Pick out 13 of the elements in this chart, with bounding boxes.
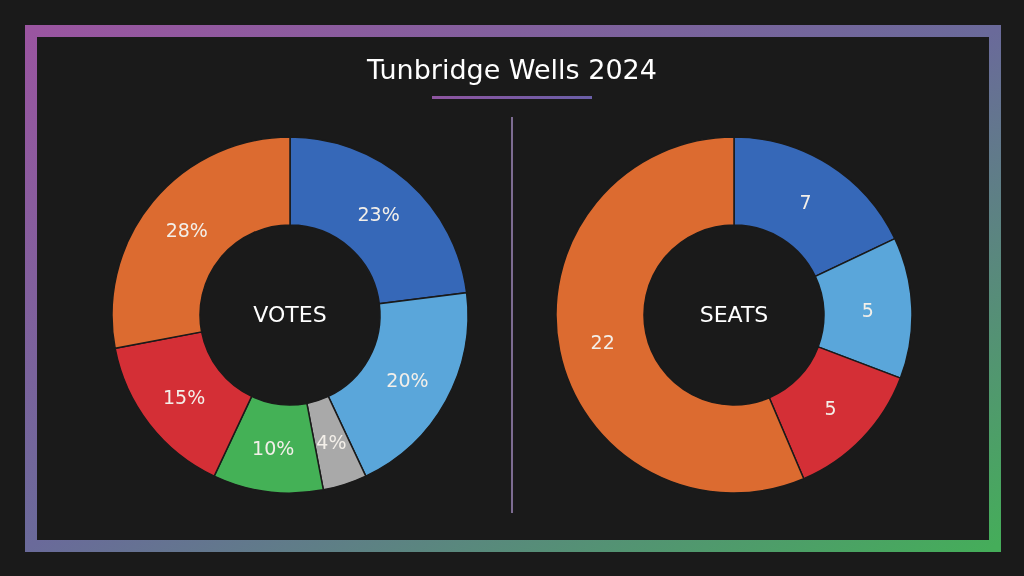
data-label: 20% <box>386 368 429 391</box>
data-label: 23% <box>357 203 400 226</box>
text: VOTES <box>253 302 327 327</box>
data-label: 4% <box>316 431 347 454</box>
data-label: 5 <box>861 298 874 321</box>
data-label: 22 <box>590 330 615 353</box>
data-label: 15% <box>163 386 206 409</box>
data-label: 5 <box>824 396 837 419</box>
chart-title: Tunbridge Wells 2024 <box>367 54 657 85</box>
text: SEATS <box>699 302 769 327</box>
data-label: 7 <box>799 190 812 213</box>
data-label: 10% <box>252 436 295 459</box>
data-label: 28% <box>165 218 208 241</box>
